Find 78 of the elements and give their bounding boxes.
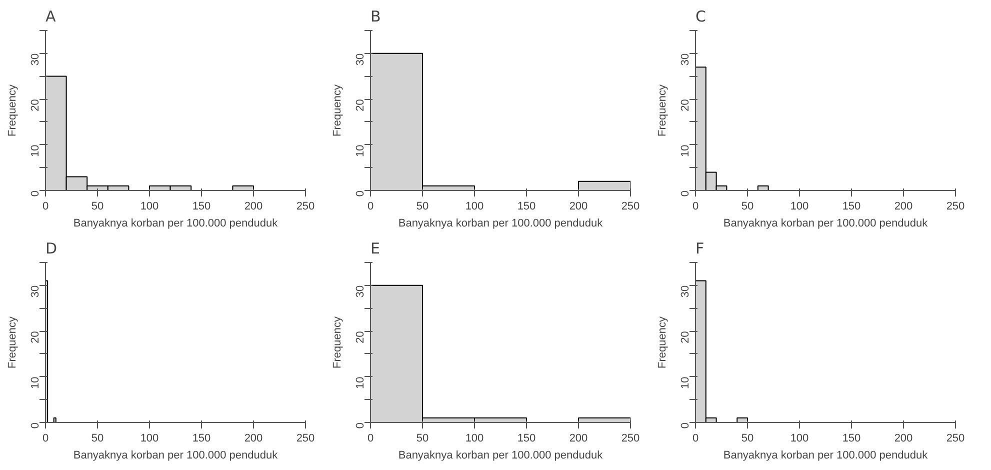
y-axis-title: Frequency [6, 316, 18, 368]
x-tick-label: 150 [192, 432, 211, 444]
x-tick-label: 50 [416, 200, 429, 212]
x-tick-label: 150 [192, 200, 211, 212]
x-tick-label: 200 [569, 432, 588, 444]
x-tick-label: 50 [91, 200, 104, 212]
y-tick-label: 30 [354, 285, 366, 298]
x-tick-label: 250 [296, 200, 315, 212]
y-tick-label: 10 [354, 144, 366, 158]
y-axis-title: Frequency [332, 316, 344, 368]
x-tick-label: 200 [244, 432, 263, 444]
x-tick-label: 250 [621, 200, 640, 212]
chart-title: D [46, 240, 58, 258]
x-tick-label: 0 [42, 200, 49, 212]
x-tick-label: 150 [842, 200, 861, 212]
y-tick-label: 20 [30, 99, 42, 112]
x-tick-label: 150 [517, 432, 536, 444]
x-tick-label: 50 [741, 200, 754, 212]
x-tick-label: 200 [569, 200, 588, 212]
chart-title: A [46, 8, 56, 26]
y-axis-title: Frequency [656, 84, 668, 136]
y-tick-label: 30 [30, 53, 42, 66]
y-tick-label: 10 [30, 144, 42, 158]
x-tick-label: 50 [416, 432, 429, 444]
y-tick-label: 30 [680, 285, 692, 298]
y-tick-label: 20 [354, 99, 366, 112]
x-axis-title: Banyaknya korban per 100.000 penduduk [723, 450, 928, 462]
y-tick-label: 20 [30, 331, 42, 344]
x-tick-label: 150 [842, 432, 861, 444]
chart-title: B [370, 8, 381, 26]
x-tick-label: 50 [91, 432, 104, 444]
x-tick-label: 0 [367, 200, 374, 212]
x-tick-label: 200 [244, 200, 263, 212]
y-tick-label: 20 [680, 99, 692, 112]
chart-title: C [696, 8, 706, 26]
x-tick-label: 250 [621, 432, 640, 444]
x-tick-label: 100 [790, 200, 809, 212]
y-tick-label: 0 [680, 422, 692, 429]
y-tick-label: 0 [30, 422, 42, 429]
x-tick-label: 200 [894, 200, 913, 212]
y-tick-label: 10 [680, 376, 692, 390]
x-tick-label: 250 [946, 432, 965, 444]
x-axis-title: Banyaknya korban per 100.000 penduduk [398, 218, 604, 230]
x-tick-label: 250 [946, 200, 965, 212]
x-tick-label: 100 [790, 432, 809, 444]
x-tick-label: 100 [140, 432, 159, 444]
x-tick-label: 150 [517, 200, 536, 212]
y-tick-label: 0 [680, 190, 692, 197]
y-tick-label: 30 [680, 53, 692, 66]
y-tick-label: 0 [30, 190, 42, 197]
y-tick-label: 10 [680, 144, 692, 158]
x-tick-label: 0 [367, 432, 374, 444]
x-tick-label: 100 [465, 200, 484, 212]
x-tick-label: 0 [692, 200, 699, 212]
x-tick-label: 0 [42, 432, 49, 444]
y-tick-label: 0 [354, 422, 366, 429]
x-tick-label: 100 [465, 432, 484, 444]
y-tick-label: 30 [354, 53, 366, 66]
y-axis-title: Frequency [656, 316, 668, 368]
x-tick-label: 200 [894, 432, 913, 444]
y-tick-label: 20 [354, 331, 366, 344]
x-axis-title: Banyaknya korban per 100.000 penduduk [73, 450, 278, 462]
x-axis-title: Banyaknya korban per 100.000 penduduk [723, 218, 928, 230]
y-axis-title: Frequency [6, 84, 18, 136]
x-tick-label: 0 [692, 432, 699, 444]
x-axis-title: Banyaknya korban per 100.000 penduduk [398, 450, 604, 462]
x-axis-title: Banyaknya korban per 100.000 penduduk [73, 218, 278, 230]
y-tick-label: 30 [30, 285, 42, 298]
x-tick-label: 250 [296, 432, 315, 444]
y-tick-label: 0 [354, 190, 366, 197]
chart-title: F [696, 240, 704, 258]
y-tick-label: 10 [30, 376, 42, 390]
y-tick-label: 10 [354, 376, 366, 390]
y-axis-title: Frequency [332, 84, 344, 136]
x-tick-label: 100 [140, 200, 159, 212]
chart-title: E [370, 240, 380, 258]
x-tick-label: 50 [741, 432, 754, 444]
y-tick-label: 20 [680, 331, 692, 344]
